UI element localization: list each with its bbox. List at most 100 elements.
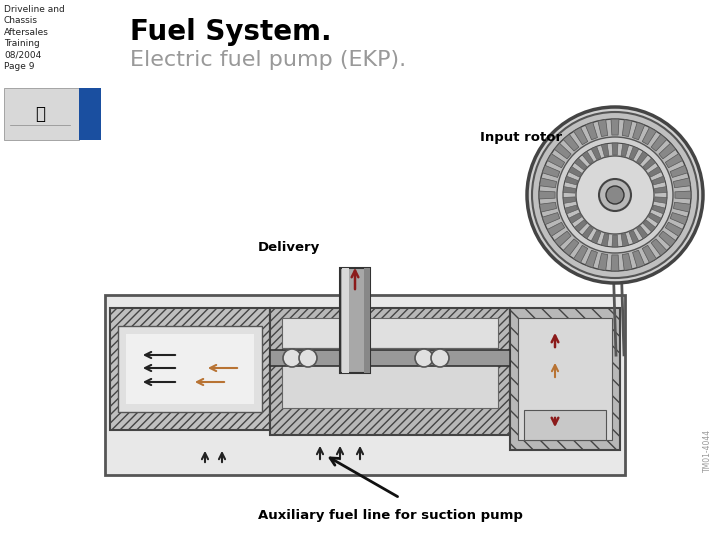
Polygon shape <box>659 143 675 159</box>
Polygon shape <box>564 176 577 185</box>
Circle shape <box>299 349 317 367</box>
Text: Electric fuel pump (EKP).: Electric fuel pump (EKP). <box>130 50 406 70</box>
Polygon shape <box>654 187 667 193</box>
Bar <box>282 348 498 408</box>
Bar <box>270 350 510 366</box>
Polygon shape <box>569 213 582 224</box>
Polygon shape <box>621 144 629 157</box>
Bar <box>110 308 270 430</box>
Polygon shape <box>542 165 559 178</box>
Polygon shape <box>611 255 619 271</box>
Polygon shape <box>629 231 639 244</box>
Circle shape <box>576 156 654 234</box>
Polygon shape <box>575 158 587 170</box>
Polygon shape <box>652 176 665 185</box>
Circle shape <box>539 119 691 271</box>
Bar <box>342 268 349 373</box>
Polygon shape <box>591 231 601 244</box>
Polygon shape <box>611 119 619 135</box>
Bar <box>510 308 620 450</box>
Polygon shape <box>598 253 608 271</box>
Text: Driveline and
Chassis
Aftersales
Training
08/2004
Page 9: Driveline and Chassis Aftersales Trainin… <box>4 5 65 71</box>
Polygon shape <box>643 158 656 170</box>
Polygon shape <box>629 146 639 159</box>
Polygon shape <box>670 213 688 225</box>
Bar <box>340 268 370 373</box>
Circle shape <box>532 112 698 278</box>
Bar <box>118 326 262 412</box>
Polygon shape <box>554 143 571 159</box>
Polygon shape <box>582 226 593 239</box>
Polygon shape <box>585 123 598 140</box>
Circle shape <box>527 107 703 283</box>
Polygon shape <box>673 202 690 212</box>
Bar <box>518 318 612 440</box>
Polygon shape <box>622 119 632 137</box>
Polygon shape <box>542 213 559 225</box>
Bar <box>364 268 370 373</box>
Polygon shape <box>547 153 564 168</box>
Polygon shape <box>665 153 683 168</box>
Polygon shape <box>539 202 557 212</box>
Polygon shape <box>554 231 571 247</box>
Polygon shape <box>547 222 564 237</box>
Polygon shape <box>654 197 667 204</box>
Polygon shape <box>574 127 588 145</box>
Circle shape <box>431 349 449 367</box>
Polygon shape <box>621 234 629 246</box>
Circle shape <box>415 349 433 367</box>
Polygon shape <box>612 143 618 155</box>
Bar <box>524 410 606 440</box>
Circle shape <box>606 186 624 204</box>
Polygon shape <box>636 226 648 239</box>
Polygon shape <box>633 250 644 268</box>
Circle shape <box>557 137 673 253</box>
Bar <box>282 318 498 348</box>
Polygon shape <box>574 245 588 263</box>
Polygon shape <box>598 119 608 137</box>
Polygon shape <box>652 205 665 214</box>
Polygon shape <box>569 166 582 177</box>
Polygon shape <box>651 134 667 151</box>
Polygon shape <box>591 146 601 159</box>
Polygon shape <box>539 178 557 188</box>
Polygon shape <box>601 234 609 246</box>
Polygon shape <box>563 187 575 193</box>
Polygon shape <box>649 213 662 224</box>
Polygon shape <box>575 220 587 232</box>
Text: Input rotor: Input rotor <box>480 132 562 145</box>
Polygon shape <box>643 220 656 232</box>
Circle shape <box>283 349 301 367</box>
Polygon shape <box>675 191 691 199</box>
Polygon shape <box>633 123 644 140</box>
Polygon shape <box>670 165 688 178</box>
Polygon shape <box>636 151 648 164</box>
Polygon shape <box>563 134 579 151</box>
Bar <box>79 88 101 140</box>
Bar <box>126 334 254 404</box>
Polygon shape <box>563 197 575 204</box>
Polygon shape <box>612 235 618 247</box>
Polygon shape <box>665 222 683 237</box>
Polygon shape <box>659 231 675 247</box>
Polygon shape <box>622 253 632 271</box>
Polygon shape <box>563 239 579 256</box>
Bar <box>4 88 79 140</box>
Bar <box>270 308 510 355</box>
Polygon shape <box>642 245 657 263</box>
Polygon shape <box>585 250 598 268</box>
Polygon shape <box>564 205 577 214</box>
Polygon shape <box>642 127 657 145</box>
Bar <box>105 295 625 475</box>
Polygon shape <box>539 191 555 199</box>
Polygon shape <box>651 239 667 256</box>
Text: TM01-4044: TM01-4044 <box>703 428 712 471</box>
Polygon shape <box>601 144 609 157</box>
Polygon shape <box>649 166 662 177</box>
Polygon shape <box>582 151 593 164</box>
Text: 🚙: 🚙 <box>35 105 45 123</box>
Text: Delivery: Delivery <box>258 241 320 254</box>
Text: Auxiliary fuel line for suction pump: Auxiliary fuel line for suction pump <box>258 509 523 522</box>
Circle shape <box>563 143 667 247</box>
Bar <box>270 355 510 435</box>
